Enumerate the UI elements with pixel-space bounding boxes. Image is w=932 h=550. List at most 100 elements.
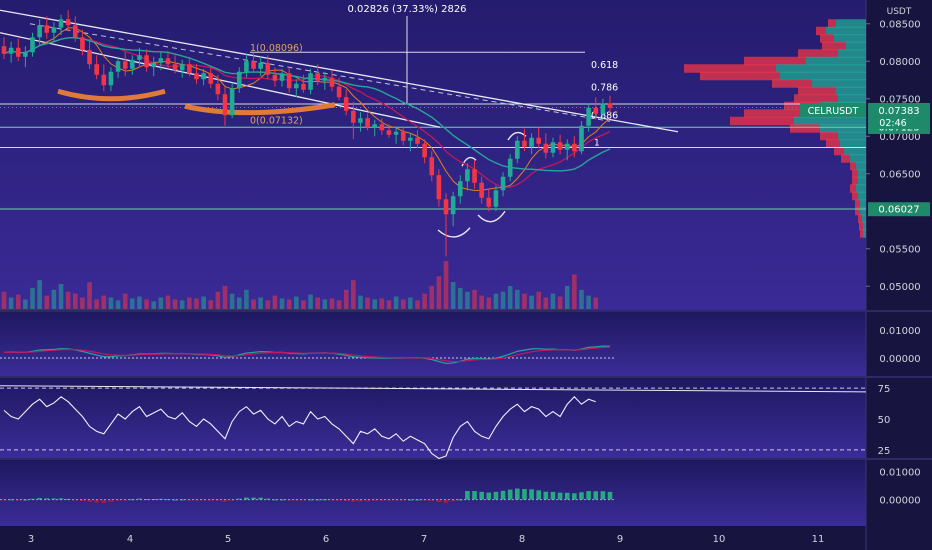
volume-bar xyxy=(386,300,392,309)
volume-bar xyxy=(137,296,142,309)
time-axis[interactable] xyxy=(0,526,866,550)
volume-bar xyxy=(479,295,484,309)
candle-body xyxy=(279,73,285,81)
rsi-line xyxy=(3,396,596,460)
volume-profile-sell xyxy=(841,154,850,163)
volume-bar xyxy=(507,285,513,309)
signal-line xyxy=(3,346,611,363)
candle-body xyxy=(151,62,157,68)
volume-bar xyxy=(244,289,249,309)
candle-body xyxy=(450,196,456,215)
volume-bar xyxy=(1,291,7,309)
price-tick-label: 0.06500 xyxy=(879,169,920,180)
volume-profile-sell xyxy=(826,139,840,148)
volume-bar xyxy=(151,301,157,309)
candle-body xyxy=(65,19,71,26)
histogram-bar xyxy=(87,499,92,503)
histogram-bar xyxy=(201,499,206,501)
left-shoulder-arc xyxy=(461,156,477,167)
volume-bar xyxy=(472,289,477,309)
histogram-bar xyxy=(15,499,21,501)
volume-bar xyxy=(194,298,199,309)
candle-body xyxy=(343,97,349,111)
volume-profile-sell xyxy=(850,184,856,193)
volume-profile-sell xyxy=(744,56,806,66)
fib-label: 1(0.08096) xyxy=(250,43,303,54)
price-tag[interactable]: CELRUSDT 0.07383 02:46 xyxy=(800,103,930,129)
histogram-bar xyxy=(329,499,335,501)
histogram-bar xyxy=(165,499,171,501)
candle-body xyxy=(44,25,50,33)
histogram-bar xyxy=(358,499,363,502)
volume-bar xyxy=(422,293,427,309)
histogram-bar xyxy=(479,491,484,500)
candle-body xyxy=(187,64,192,74)
volume-bar xyxy=(258,297,263,309)
candle-body xyxy=(322,77,328,81)
histogram-pane[interactable] xyxy=(0,460,866,526)
histogram-tick-label: 0.00000 xyxy=(879,496,920,507)
candle-body xyxy=(529,137,534,147)
candle-body xyxy=(536,137,542,144)
price-tick-label: 0.08000 xyxy=(879,57,920,68)
volume-profile-buy xyxy=(860,206,866,216)
candle-body xyxy=(179,64,185,71)
volume-bar xyxy=(187,297,192,309)
volume-bar xyxy=(550,293,556,309)
volume-bar xyxy=(201,296,206,309)
histogram-bar xyxy=(51,498,57,500)
histogram-bar xyxy=(144,499,149,501)
rsi-pane[interactable] xyxy=(0,378,866,458)
currency-label: USDT xyxy=(887,7,912,17)
histogram-bar xyxy=(301,499,306,501)
volume-bar xyxy=(536,291,542,309)
volume-bar xyxy=(215,291,221,309)
fib-label: 0.786 xyxy=(591,83,618,94)
volume-bar xyxy=(343,289,349,309)
histogram-bar xyxy=(222,499,228,502)
histogram-bar xyxy=(408,499,413,501)
candle-body xyxy=(130,59,135,69)
macd-tick-label: 0.00000 xyxy=(879,354,920,365)
candle-body xyxy=(165,58,171,65)
candle-body xyxy=(265,62,271,75)
volume-bar xyxy=(179,300,185,309)
volume-bar xyxy=(450,282,456,309)
volume-profile-sell xyxy=(794,94,838,103)
histogram-bar xyxy=(137,498,142,500)
candle-body xyxy=(15,47,21,57)
volume-profile-buy xyxy=(862,214,866,223)
volume-bar xyxy=(500,291,506,309)
main-pane[interactable] xyxy=(0,0,866,310)
volume-profile-sell xyxy=(852,176,858,186)
histogram-bar xyxy=(586,491,591,500)
macd-pane[interactable] xyxy=(0,312,866,376)
rsi-trend-line xyxy=(0,385,867,393)
level-badge xyxy=(868,202,930,217)
candle-body xyxy=(208,73,214,84)
cup-right xyxy=(184,102,336,116)
price-tick-label: 0.07000 xyxy=(879,132,920,143)
candle-body xyxy=(408,137,413,141)
histogram-bar xyxy=(529,489,534,500)
volume-bar xyxy=(393,296,399,309)
volume-bar xyxy=(101,295,107,309)
histogram-bar xyxy=(436,499,442,503)
volume-bar xyxy=(529,295,534,309)
candle-body xyxy=(236,71,242,89)
histogram-bar xyxy=(336,499,342,501)
volume-bar xyxy=(44,295,50,309)
volume-bar xyxy=(8,297,14,309)
volume-bar xyxy=(51,289,57,309)
volume-bar xyxy=(443,261,449,309)
volume-profile-buy xyxy=(846,41,866,51)
histogram-bar xyxy=(308,499,313,501)
candle-body xyxy=(522,140,527,147)
volume-profile-sell xyxy=(855,206,860,216)
histogram-bar xyxy=(522,489,527,500)
volume-bar xyxy=(572,274,577,309)
volume-bar xyxy=(30,287,35,309)
volume-profile-buy xyxy=(812,79,866,88)
candle-body xyxy=(336,86,342,98)
price-tag-countdown: 02:46 xyxy=(879,118,906,129)
